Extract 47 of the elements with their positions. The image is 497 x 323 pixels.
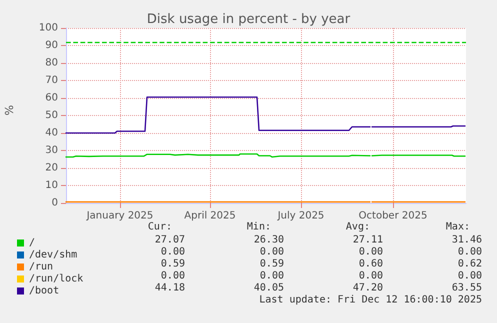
text: 0.00 bbox=[160, 270, 185, 282]
y-tick-label: 100 bbox=[38, 22, 58, 34]
text: 26.30 bbox=[254, 234, 284, 246]
y-tick-label: 10 bbox=[45, 180, 58, 191]
text: 0.00 bbox=[358, 270, 383, 282]
x-tick-label: January 2025 bbox=[86, 210, 154, 222]
text: Min: bbox=[246, 222, 271, 232]
y-tick-label: 30 bbox=[45, 145, 58, 156]
y-tick-label: 60 bbox=[45, 92, 58, 104]
legend-label: / bbox=[29, 238, 36, 248]
y-tick-label: 0 bbox=[52, 198, 58, 208]
text: Last update: Fri Dec 12 16:00:10 2025 bbox=[259, 294, 482, 306]
text: Cur: bbox=[148, 222, 172, 232]
y-tick-label: 80 bbox=[45, 58, 58, 68]
text: 27.11 bbox=[352, 234, 383, 246]
y-tick-label: 90 bbox=[45, 40, 58, 51]
y-tick-label: 70 bbox=[45, 75, 58, 86]
text: Max: bbox=[446, 222, 470, 232]
text: 0.00 bbox=[458, 270, 482, 282]
text: 0.00 bbox=[458, 246, 482, 258]
x-tick-label: October 2025 bbox=[358, 210, 428, 222]
legend-label: /run bbox=[29, 262, 54, 272]
x-tick-label: April 2025 bbox=[184, 210, 236, 222]
text: 27.07 bbox=[154, 234, 185, 246]
y-tick-label: 40 bbox=[45, 128, 58, 138]
text: 0.59 bbox=[160, 258, 185, 270]
text: 44.18 bbox=[154, 282, 185, 294]
legend-label: /run/lock bbox=[29, 274, 84, 284]
text: Avg: bbox=[346, 222, 370, 232]
legend-label: /dev/shm bbox=[29, 250, 78, 260]
text: 63.55 bbox=[452, 282, 482, 294]
text: 0.00 bbox=[260, 246, 284, 258]
y-tick-label: 50 bbox=[45, 110, 58, 121]
text: 47.20 bbox=[352, 282, 383, 294]
text: 40.05 bbox=[254, 282, 284, 294]
x-tick-label: July 2025 bbox=[276, 210, 324, 222]
chart-title: Disk usage in percent - by year bbox=[146, 12, 351, 27]
legend-label: /boot bbox=[29, 286, 60, 296]
text: 0.00 bbox=[260, 270, 284, 282]
y-axis-title: % bbox=[3, 105, 16, 116]
text: 0.00 bbox=[160, 246, 185, 258]
text: 0.60 bbox=[358, 258, 383, 270]
text: 0.59 bbox=[260, 258, 284, 270]
text: 31.46 bbox=[452, 234, 482, 246]
y-tick-label: 20 bbox=[45, 162, 58, 174]
text: 0.00 bbox=[358, 246, 383, 258]
text: 0.62 bbox=[458, 258, 482, 270]
